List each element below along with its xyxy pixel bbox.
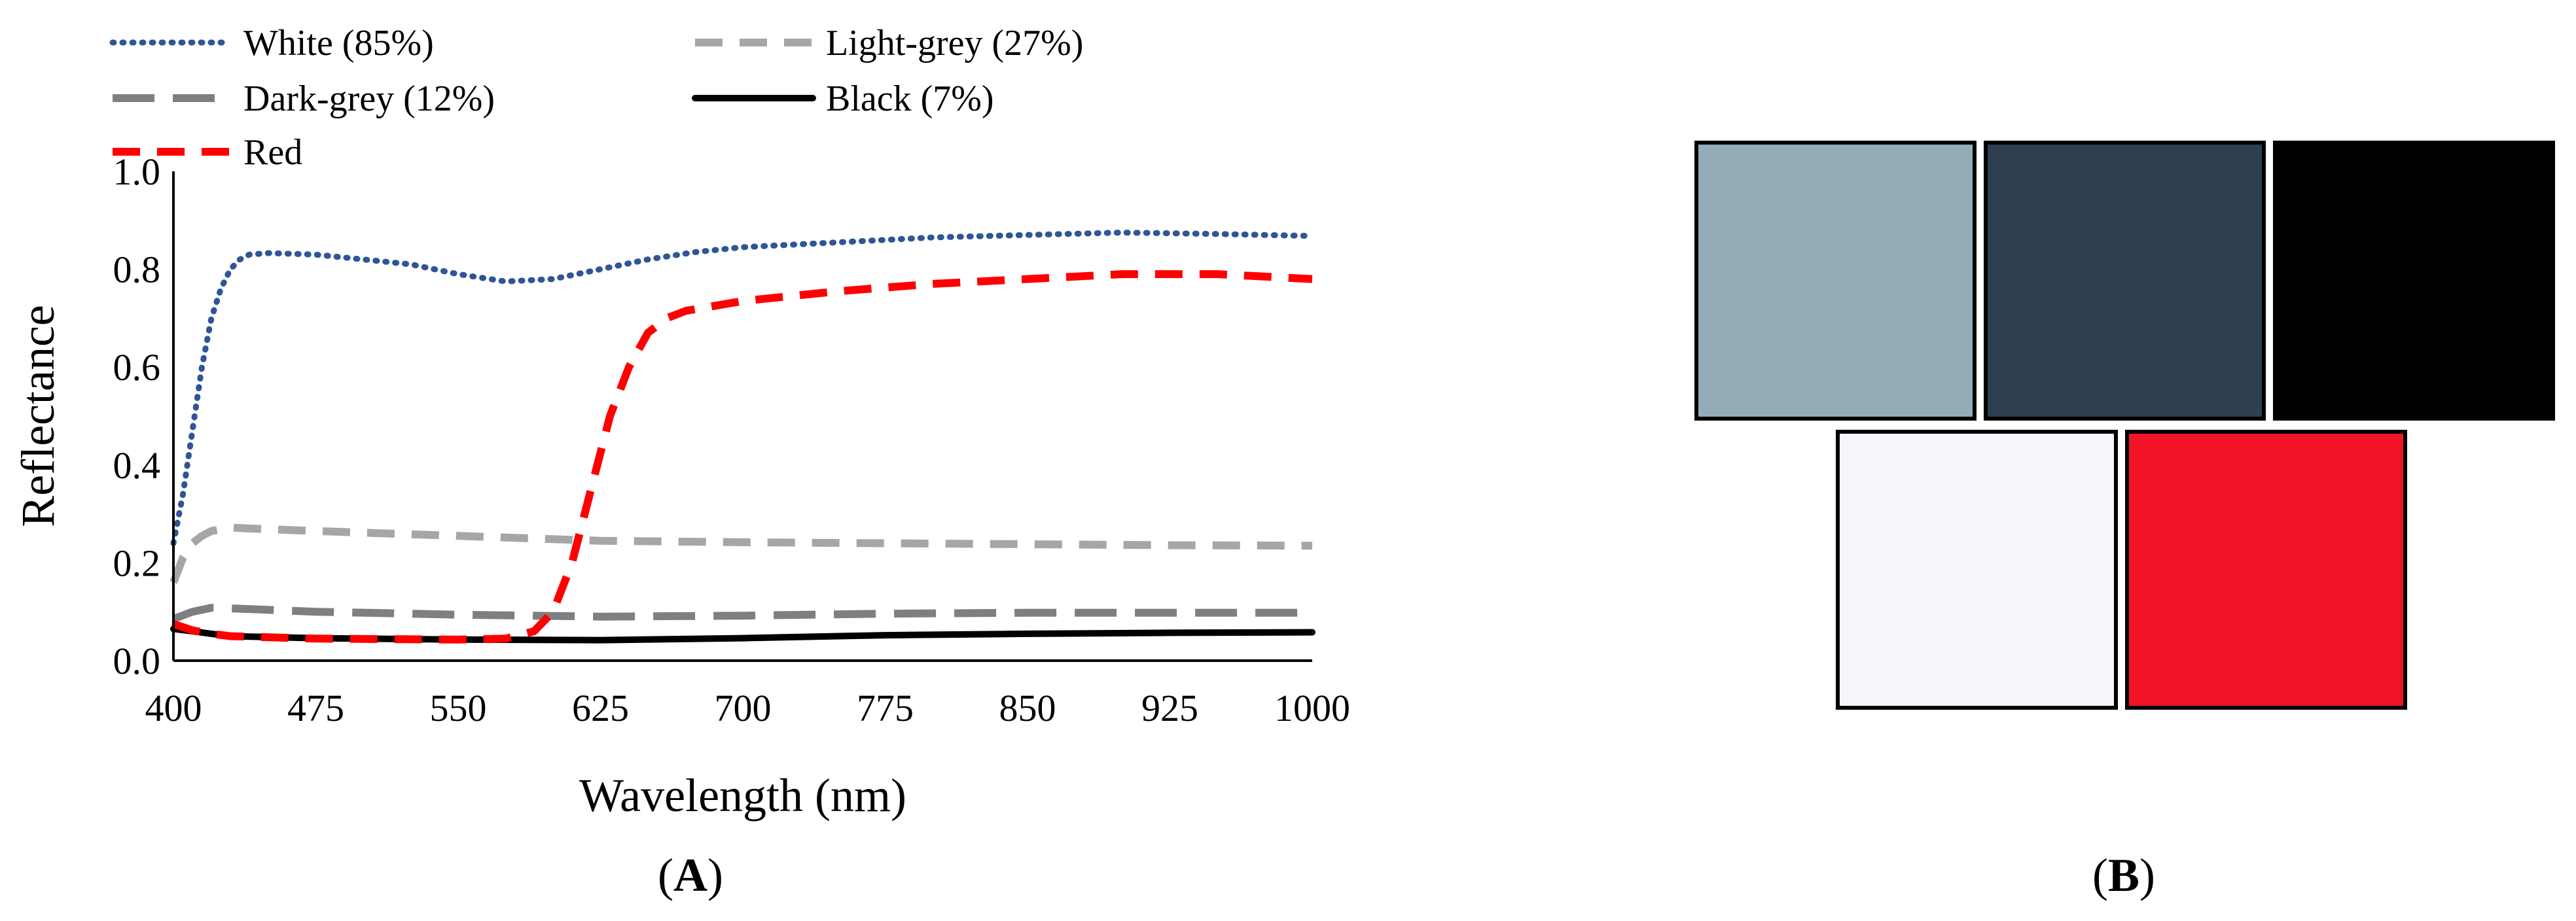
chart-legend: White (85%) Light-grey (27%) Dark-grey (12…	[109, 23, 1083, 173]
legend-label: Black (7%)	[826, 78, 994, 119]
legend-label: Dark-grey (12%)	[243, 78, 495, 119]
y-tick-label: 0.8	[113, 249, 161, 291]
series-line-dark-grey-12	[171, 604, 1312, 623]
legend-label: Light-grey (27%)	[826, 23, 1083, 63]
panel-a-letter: A	[673, 849, 707, 901]
x-tick-label: 625	[572, 687, 629, 729]
x-axis-label: Wavelength (nm)	[579, 769, 906, 822]
y-tick-label: 0.0	[113, 640, 161, 682]
x-tick-label: 475	[287, 687, 344, 729]
x-tick-label: 550	[430, 687, 487, 729]
x-tick-labels: 400 475 550 625 700 775 850 925 1000	[145, 687, 1351, 729]
x-tick-label: 700	[715, 687, 772, 729]
panel-b-label: (B)	[2092, 849, 2155, 901]
x-tick-label: 775	[857, 687, 914, 729]
legend-entry-red: Red	[113, 132, 302, 173]
x-tick-label: 925	[1141, 687, 1198, 729]
x-tick-label: 1000	[1274, 687, 1350, 729]
swatch-dark-grey	[1984, 141, 2266, 421]
swatch-white	[1836, 430, 2118, 710]
series-line-white-85	[170, 230, 1315, 546]
legend-entry-black-7: Black (7%)	[692, 78, 994, 119]
y-tick-label: 1.0	[113, 150, 161, 193]
swatch-red	[2125, 430, 2407, 710]
legend-label: White (85%)	[243, 23, 434, 63]
panel-a-label: (A)	[658, 849, 723, 901]
legend-entry-dark-grey-12: Dark-grey (12%)	[113, 78, 495, 119]
series-layer	[170, 230, 1315, 644]
series-line-black-7	[170, 625, 1315, 644]
panel-b-letter: B	[2108, 849, 2139, 901]
swatch-panel	[1694, 141, 2555, 710]
x-tick-label: 850	[999, 687, 1056, 729]
series-line-light-grey-27	[170, 523, 1313, 584]
y-tick-label: 0.6	[113, 346, 161, 389]
x-tick-label: 400	[145, 687, 202, 729]
y-tick-labels: 0.0 0.2 0.4 0.6 0.8 1.0	[113, 150, 161, 682]
legend-label: Red	[243, 132, 302, 173]
legend-entry-light-grey-27: Light-grey (27%)	[695, 23, 1083, 63]
plot-area: 0.0 0.2 0.4 0.6 0.8 1.0 400 475 550 625 700 775 850…	[113, 150, 1351, 729]
y-tick-label: 0.4	[113, 444, 161, 487]
swatch-light-grey	[1694, 141, 1977, 421]
swatch-black	[2273, 141, 2555, 421]
y-tick-label: 0.2	[113, 542, 161, 584]
legend-entry-white-85: White (85%)	[109, 23, 434, 63]
y-axis-label: Reflectance	[12, 305, 64, 527]
series-line-red	[172, 270, 1313, 644]
